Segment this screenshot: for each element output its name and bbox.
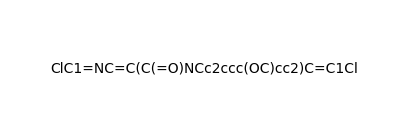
Text: ClC1=NC=C(C(=O)NCc2ccc(OC)cc2)C=C1Cl: ClC1=NC=C(C(=O)NCc2ccc(OC)cc2)C=C1Cl bbox=[50, 62, 358, 76]
